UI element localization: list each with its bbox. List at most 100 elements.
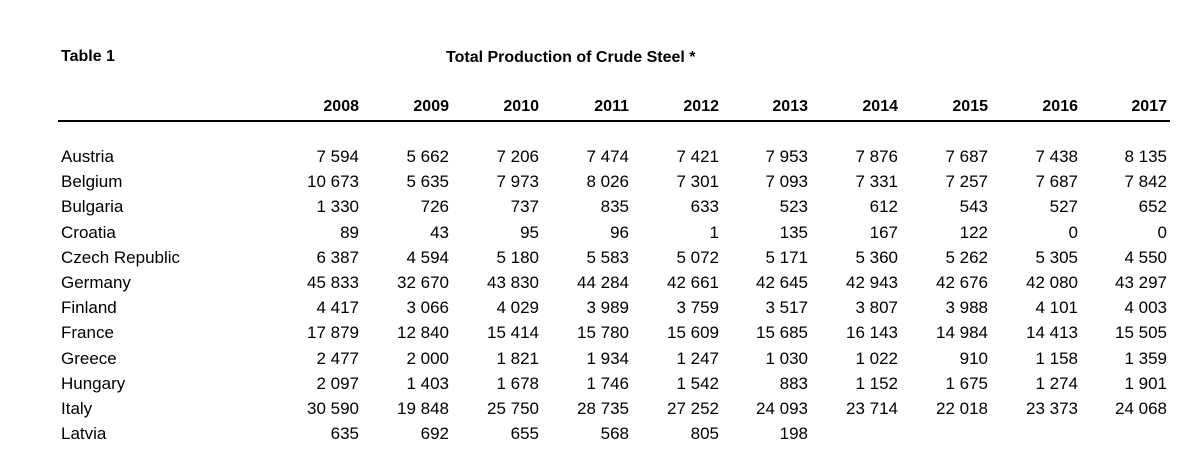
value-cell: 12 840	[397, 323, 449, 343]
value-cell: 3 807	[855, 298, 898, 318]
value-cell: 635	[330, 424, 359, 444]
value-cell: 4 550	[1124, 247, 1167, 267]
table-row: Finland 4 417 3 066 4 029 3 989 3 759 3 …	[0, 298, 1200, 323]
year-header: 2010	[503, 98, 539, 115]
table-label: Table 1	[61, 48, 115, 65]
value-cell: 1 030	[765, 348, 808, 368]
value-cell: 883	[779, 373, 808, 393]
value-cell: 1 675	[945, 373, 988, 393]
value-cell: 8 135	[1124, 147, 1167, 166]
value-cell: 15 780	[577, 323, 629, 343]
value-cell: 1 403	[406, 373, 449, 393]
value-cell: 655	[510, 424, 539, 444]
value-cell: 43 830	[487, 272, 539, 292]
value-cell: 5 635	[406, 172, 449, 192]
table-row: Greece 2 477 2 000 1 821 1 934 1 247 1 0…	[0, 349, 1200, 374]
value-cell: 5 662	[406, 147, 449, 166]
value-cell: 2 000	[406, 348, 449, 368]
year-header: 2013	[772, 98, 808, 115]
value-cell: 22 018	[936, 398, 988, 418]
value-cell: 910	[959, 348, 988, 368]
value-cell: 30 590	[307, 398, 359, 418]
value-cell: 135	[779, 222, 808, 242]
country-cell: Finland	[61, 298, 117, 318]
value-cell: 726	[420, 197, 449, 217]
value-cell: 32 670	[397, 272, 449, 292]
value-cell: 523	[779, 197, 808, 217]
value-cell: 7 093	[765, 172, 808, 192]
year-header: 2008	[323, 98, 359, 115]
value-cell: 45 833	[307, 272, 359, 292]
value-cell: 23 714	[846, 398, 898, 418]
table-row: Bulgaria 1 330 726 737 835 633 523 612 5…	[0, 197, 1200, 222]
year-header: 2009	[413, 98, 449, 115]
value-cell: 692	[420, 424, 449, 444]
value-cell: 5 262	[945, 247, 988, 267]
value-cell: 1 678	[496, 373, 539, 393]
country-cell: Germany	[61, 272, 131, 292]
value-cell: 5 305	[1035, 247, 1078, 267]
country-cell: Austria	[61, 147, 114, 166]
value-cell: 43 297	[1115, 272, 1167, 292]
value-cell: 543	[959, 197, 988, 217]
value-cell: 1 022	[855, 348, 898, 368]
value-cell: 5 360	[855, 247, 898, 267]
value-cell: 14 984	[936, 323, 988, 343]
value-cell: 7 953	[765, 147, 808, 166]
value-cell: 42 676	[936, 272, 988, 292]
value-cell: 42 080	[1026, 272, 1078, 292]
value-cell: 0	[1068, 222, 1078, 242]
value-cell: 1 934	[586, 348, 629, 368]
value-cell: 4 594	[406, 247, 449, 267]
value-cell: 7 474	[586, 147, 629, 166]
value-cell: 5 583	[586, 247, 629, 267]
value-cell: 3 759	[676, 298, 719, 318]
value-cell: 19 848	[397, 398, 449, 418]
table-row: Croatia 89 43 95 96 1 135 167 122 0 0	[0, 223, 1200, 248]
year-header: 2016	[1042, 98, 1078, 115]
value-cell: 835	[600, 197, 629, 217]
value-cell: 4 101	[1035, 298, 1078, 318]
value-cell: 23 373	[1026, 398, 1078, 418]
value-cell: 3 988	[945, 298, 988, 318]
value-cell: 7 687	[945, 147, 988, 166]
value-cell: 7 331	[855, 172, 898, 192]
value-cell: 4 029	[496, 298, 539, 318]
value-cell: 6 387	[316, 247, 359, 267]
table-row: Germany 45 833 32 670 43 830 44 284 42 6…	[0, 273, 1200, 298]
value-cell: 1	[709, 222, 719, 242]
value-cell: 24 093	[756, 398, 808, 418]
value-cell: 15 609	[667, 323, 719, 343]
year-header: 2011	[594, 98, 629, 115]
country-cell: Croatia	[61, 222, 116, 242]
value-cell: 1 542	[676, 373, 719, 393]
value-cell: 7 973	[496, 172, 539, 192]
year-header: 2014	[862, 98, 898, 115]
value-cell: 28 735	[577, 398, 629, 418]
table-row: Italy 30 590 19 848 25 750 28 735 27 252…	[0, 399, 1200, 424]
value-cell: 42 645	[756, 272, 808, 292]
value-cell: 7 206	[496, 147, 539, 166]
value-cell: 7 842	[1124, 172, 1167, 192]
value-cell: 43	[430, 222, 449, 242]
value-cell: 7 687	[1035, 172, 1078, 192]
value-cell: 95	[520, 222, 539, 242]
value-cell: 737	[510, 197, 539, 217]
value-cell: 10 673	[307, 172, 359, 192]
value-cell: 1 821	[496, 348, 539, 368]
value-cell: 652	[1138, 197, 1167, 217]
country-cell: Bulgaria	[61, 197, 124, 217]
table-row: Austria 7 594 5 662 7 206 7 474 7 421 7 …	[0, 147, 1200, 172]
value-cell: 3 989	[586, 298, 629, 318]
value-cell: 7 257	[945, 172, 988, 192]
value-cell: 4 417	[316, 298, 359, 318]
value-cell: 805	[690, 424, 719, 444]
year-header: 2012	[683, 98, 719, 115]
value-cell: 7 438	[1035, 147, 1078, 166]
value-cell: 24 068	[1115, 398, 1167, 418]
value-cell: 527	[1049, 197, 1078, 217]
value-cell: 2 097	[316, 373, 359, 393]
value-cell: 7 594	[316, 147, 359, 166]
country-cell: Czech Republic	[61, 247, 181, 267]
value-cell: 7 876	[855, 147, 898, 166]
